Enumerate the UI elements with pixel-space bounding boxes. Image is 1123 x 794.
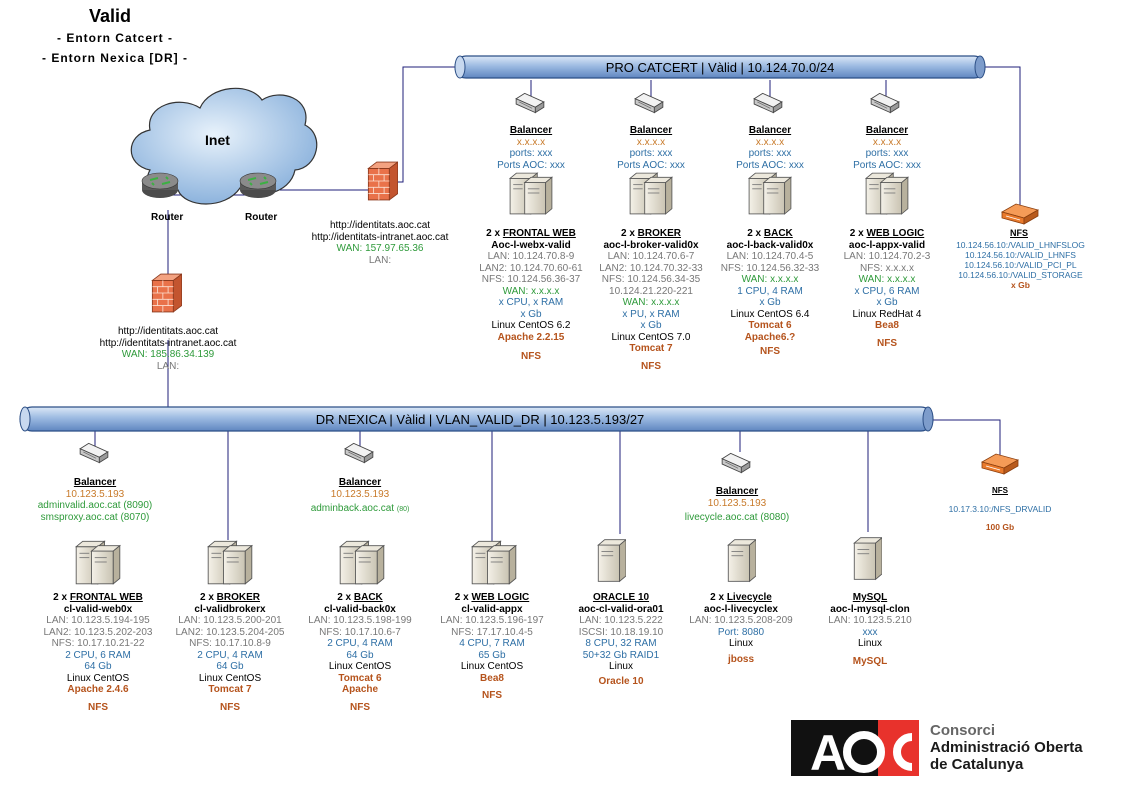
dr-server-group-4: 2 x WEB LOGIC cl-valid-appx LAN: 10.123.… — [440, 592, 544, 701]
pro-balancer-4: Balancer x.x.x.x ports: xxx Ports AOC: x… — [853, 125, 921, 171]
dr-server-group-2: 2 x BROKER cl-validbrokerx LAN: 10.123.5… — [175, 592, 285, 713]
pro-balancer-1: Balancer x.x.x.x ports: xxx Ports AOC: x… — [497, 125, 565, 171]
balancer-icon-pro-2 — [634, 92, 664, 114]
server-icon-dr-1 — [75, 540, 121, 585]
page-subtitle-2: - Entorn Nexica [DR] - — [41, 51, 188, 65]
router-label-1: Router — [151, 212, 184, 223]
cloud-label: Inet — [205, 132, 230, 148]
dr-balancer-3: Balancer 10.123.5.193 livecycle.aoc.cat … — [684, 486, 790, 523]
balancer-icon-dr-1 — [79, 442, 109, 464]
server-icon-pro-1 — [509, 172, 553, 215]
nfs-icon-dr — [981, 453, 1019, 475]
fw-top-lan: LAN: — [368, 254, 392, 266]
pro-balancer-3: Balancer x.x.x.x ports: xxx Ports AOC: x… — [736, 125, 804, 171]
firewall-icon-top — [367, 161, 398, 201]
dr-server-group-1: 2 x FRONTAL WEB cl-valid-web0x LAN: 10.1… — [43, 592, 153, 713]
balancer-icon-pro-3 — [753, 92, 783, 114]
dr-server-group-6: 2 x Livecycle aoc-l-livecyclex LAN: 10.1… — [689, 592, 793, 665]
server-icon-dr-2 — [207, 540, 253, 585]
link-lines — [94, 66, 1021, 542]
dr-balancer-2: Balancer 10.123.5.193 adminback.aoc.cat … — [310, 477, 410, 514]
server-icon-pro-4 — [865, 172, 909, 215]
server-icon-pro-3 — [748, 172, 792, 215]
logo-text: Consorci Administració Oberta de Catalun… — [930, 722, 1083, 773]
server-icon-dr-5 — [597, 539, 626, 582]
pro-bus-label: PRO CATCERT | Vàlid | 10.124.70.0/24 — [605, 60, 835, 75]
pro-nfs-info: NFS 10.124.56.10:/VALID_LHNFSLOG 10.124.… — [956, 228, 1085, 290]
firewall-icon-left — [151, 273, 182, 313]
pro-server-group-2: 2 x BROKER aoc-l-broker-valid0x LAN: 10.… — [599, 228, 703, 372]
router-icon-2 — [239, 172, 277, 199]
server-icon-dr-6 — [727, 539, 756, 582]
router-label-2: Router — [245, 212, 278, 223]
dr-balancer-1: Balancer 10.123.5.193 adminvalid.aoc.cat… — [37, 477, 153, 523]
pro-server-group-1: 2 x FRONTAL WEB Aoc-l-webx-valid LAN: 10… — [479, 228, 583, 362]
server-icon-dr-4 — [471, 540, 517, 585]
pro-server-group-4: 2 x WEB LOGIC aoc-l-appx-valid LAN: 10.1… — [843, 228, 931, 349]
fw-top-wan: WAN: 157.97.65.36 — [336, 243, 424, 254]
dr-server-group-3: 2 x BACK cl-valid-back0x LAN: 10.123.5.1… — [308, 592, 412, 713]
dr-bus-label: DR NEXICA | Vàlid | VLAN_VALID_DR | 10.1… — [315, 412, 645, 427]
server-icon-dr-7 — [853, 537, 882, 580]
dr-bus — [19, 406, 934, 432]
svg-text:A: A — [810, 725, 846, 781]
fw-top-url-1: http://identitats.aoc.cat — [329, 220, 431, 231]
dr-server-group-5: ORACLE 10 aoc-cl-valid-ora01 LAN: 10.123… — [578, 592, 664, 687]
balancer-icon-pro-1 — [515, 92, 545, 114]
balancer-icon-dr-2 — [344, 442, 374, 464]
firewall-top-info: http://identitats.aoc.cat http://identit… — [300, 220, 460, 266]
nfs-icon-pro — [1001, 203, 1039, 225]
pro-bus — [454, 55, 986, 79]
router-icon-1 — [141, 172, 179, 199]
balancer-icon-dr-3 — [721, 452, 751, 474]
page-subtitle-1: - Entorn Catcert - — [56, 31, 173, 45]
pro-balancer-2: Balancer x.x.x.x ports: xxx Ports AOC: x… — [617, 125, 685, 171]
dr-server-group-7: MySQL aoc-l-mysql-clon LAN: 10.123.5.210… — [828, 592, 912, 667]
dr-nfs-info: NFS 10.17.3.10:/NFS_DRVALID 100 Gb — [948, 486, 1052, 532]
fw-top-url-2: http://identitats-intranet.aoc.cat — [311, 231, 449, 243]
fw-left-url-2: http://identitats-intranet.aoc.cat — [99, 337, 237, 349]
fw-left-lan: LAN: — [156, 360, 180, 372]
fw-left-wan: WAN: 185.86.34.139 — [121, 349, 215, 360]
firewall-left-info: http://identitats.aoc.cat http://identit… — [88, 326, 248, 372]
server-icon-pro-2 — [629, 172, 673, 215]
aoc-logo-mark: A — [791, 720, 919, 781]
page-title: Valid — [88, 6, 132, 26]
pro-server-group-3: 2 x BACK aoc-l-back-valid0x LAN: 10.124.… — [720, 228, 820, 357]
fw-left-url-1: http://identitats.aoc.cat — [117, 326, 219, 337]
balancer-icon-pro-4 — [870, 92, 900, 114]
server-icon-dr-3 — [339, 540, 385, 585]
